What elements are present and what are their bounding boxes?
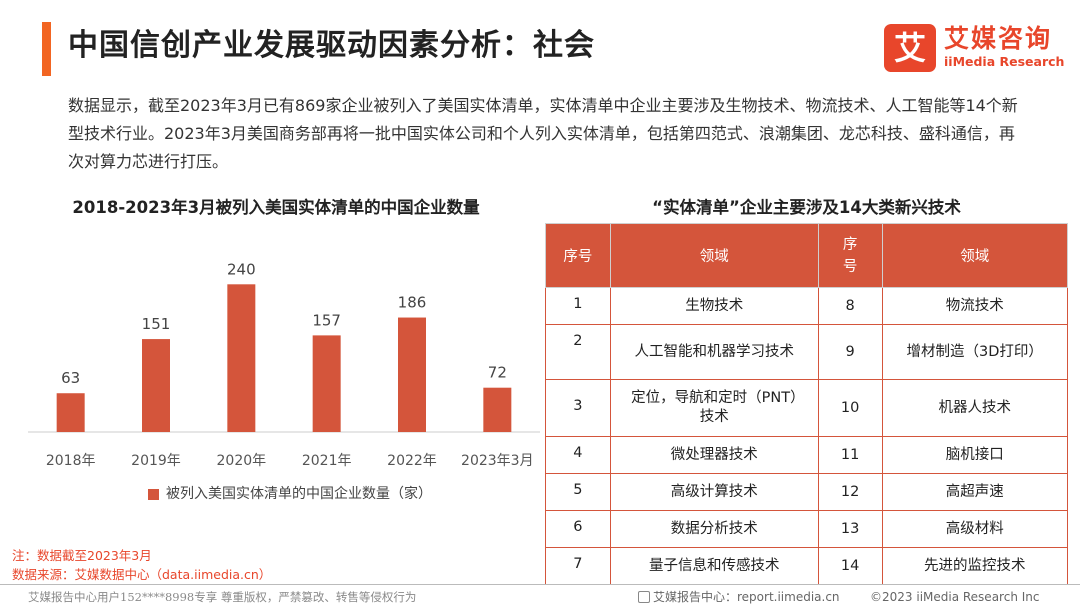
legend-label: 被列入美国实体清单的中国企业数量（家） xyxy=(166,486,432,502)
row-index: 13 xyxy=(817,510,883,548)
row-index: 12 xyxy=(817,473,883,511)
row-index: 10 xyxy=(817,379,883,437)
brand-logo: 艾 艾媒咨询 iiMedia Research xyxy=(884,24,1064,72)
table-row: 4 微处理器技术 11 脑机接口 xyxy=(545,436,1068,474)
header-field-right: 领域 xyxy=(881,223,1068,288)
table-title: “实体清单”企业主要涉及14大类新兴技术 xyxy=(652,198,961,217)
row-index: 7 xyxy=(545,547,611,585)
footer-copyright: ©2023 iiMedia Research Inc xyxy=(870,590,1040,604)
row-index: 3 xyxy=(545,379,611,437)
logo-mark-icon: 艾 xyxy=(884,24,936,72)
bar-value-label: 240 xyxy=(227,260,256,278)
table-row: 7 量子信息和传感技术 14 先进的监控技术 xyxy=(545,547,1068,585)
x-tick-label: 2021年 xyxy=(302,453,352,469)
row-index: 8 xyxy=(817,287,883,325)
x-tick-label: 2018年 xyxy=(46,453,96,469)
bar-chart: 63 2018年 151 2019年 240 2020年 157 2021年 186 2022年 7… xyxy=(28,260,540,469)
x-tick-label: 2019年 xyxy=(131,453,181,469)
report-icon xyxy=(638,591,650,603)
bar-value-label: 157 xyxy=(312,311,341,329)
footer-divider xyxy=(0,584,1080,585)
table-row: 1 生物技术 8 物流技术 xyxy=(545,287,1068,325)
tech-table: 序号 领域 序号 领域 1 生物技术 8 物流技术 2 人工智能和机器学习技术 … xyxy=(545,223,1068,585)
page-title: 中国信创产业发展驱动因素分析：社会 xyxy=(68,28,595,63)
legend-swatch xyxy=(148,488,159,500)
row-field: 生物技术 xyxy=(609,287,819,325)
bar-value-label: 151 xyxy=(142,315,171,333)
row-index: 1 xyxy=(545,287,611,325)
chart-title: 2018-2023年3月被列入美国实体清单的中国企业数量 xyxy=(72,198,480,217)
table-row: 6 数据分析技术 13 高级材料 xyxy=(545,510,1068,548)
logo-english-name: iiMedia Research xyxy=(944,54,1065,69)
footnote: 注：数据截至2023年3月 xyxy=(12,548,152,563)
bar xyxy=(227,284,256,432)
x-tick-label: 2022年 xyxy=(387,453,437,469)
row-index: 9 xyxy=(817,324,883,380)
bar xyxy=(398,317,426,432)
row-field: 数据分析技术 xyxy=(609,510,819,548)
x-tick-label: 2020年 xyxy=(217,453,267,469)
footer-copyright-notice: 艾媒报告中心用户152****8998专享 尊重版权，严禁篡改、转售等侵权行为 xyxy=(28,590,417,604)
row-field: 定位，导航和定时（PNT）技术 xyxy=(609,379,819,437)
row-index: 5 xyxy=(545,473,611,511)
row-field: 高超声速 xyxy=(881,473,1068,511)
row-field: 高级材料 xyxy=(881,510,1068,548)
bar-value-label: 63 xyxy=(61,369,80,387)
row-field: 物流技术 xyxy=(881,287,1068,325)
table-row: 3 定位，导航和定时（PNT）技术 10 机器人技术 xyxy=(545,379,1068,437)
row-field: 高级计算技术 xyxy=(609,473,819,511)
x-tick-label: 2023年3月 xyxy=(461,453,534,469)
title-accent-bar xyxy=(42,22,51,76)
table-row: 5 高级计算技术 12 高超声速 xyxy=(545,473,1068,511)
row-index: 11 xyxy=(817,436,883,474)
row-index: 6 xyxy=(545,510,611,548)
data-source: 数据来源：艾媒数据中心（data.iimedia.cn） xyxy=(12,567,272,582)
row-field: 先进的监控技术 xyxy=(881,547,1068,585)
row-index: 4 xyxy=(545,436,611,474)
row-field: 增材制造（3D打印） xyxy=(881,324,1068,380)
bar xyxy=(56,393,85,432)
table-header-row: 序号 领域 序号 领域 xyxy=(545,223,1068,288)
row-field: 人工智能和机器学习技术 xyxy=(609,324,819,380)
bar xyxy=(142,339,170,432)
row-index: 14 xyxy=(817,547,883,585)
row-field: 微处理器技术 xyxy=(609,436,819,474)
header-index-right: 序号 xyxy=(817,223,883,288)
row-field: 量子信息和传感技术 xyxy=(609,547,819,585)
footer-report-link[interactable]: 艾媒报告中心：report.iimedia.cn xyxy=(638,589,840,605)
row-index: 2 xyxy=(545,324,611,380)
bar xyxy=(312,335,341,432)
bar xyxy=(483,387,512,432)
intro-paragraph: 数据显示，截至2023年3月已有869家企业被列入了美国实体清单，实体清单中企业… xyxy=(68,96,1018,171)
bar-value-label: 186 xyxy=(398,294,427,312)
row-field: 机器人技术 xyxy=(881,379,1068,437)
row-field: 脑机接口 xyxy=(881,436,1068,474)
header-field-left: 领域 xyxy=(609,223,819,288)
bar-value-label: 72 xyxy=(488,364,507,382)
header-index-left: 序号 xyxy=(545,223,611,288)
logo-chinese-name: 艾媒咨询 xyxy=(944,24,1053,53)
chart-legend: 被列入美国实体清单的中国企业数量（家） xyxy=(148,484,432,504)
table-row: 2 人工智能和机器学习技术 9 增材制造（3D打印） xyxy=(545,324,1068,380)
